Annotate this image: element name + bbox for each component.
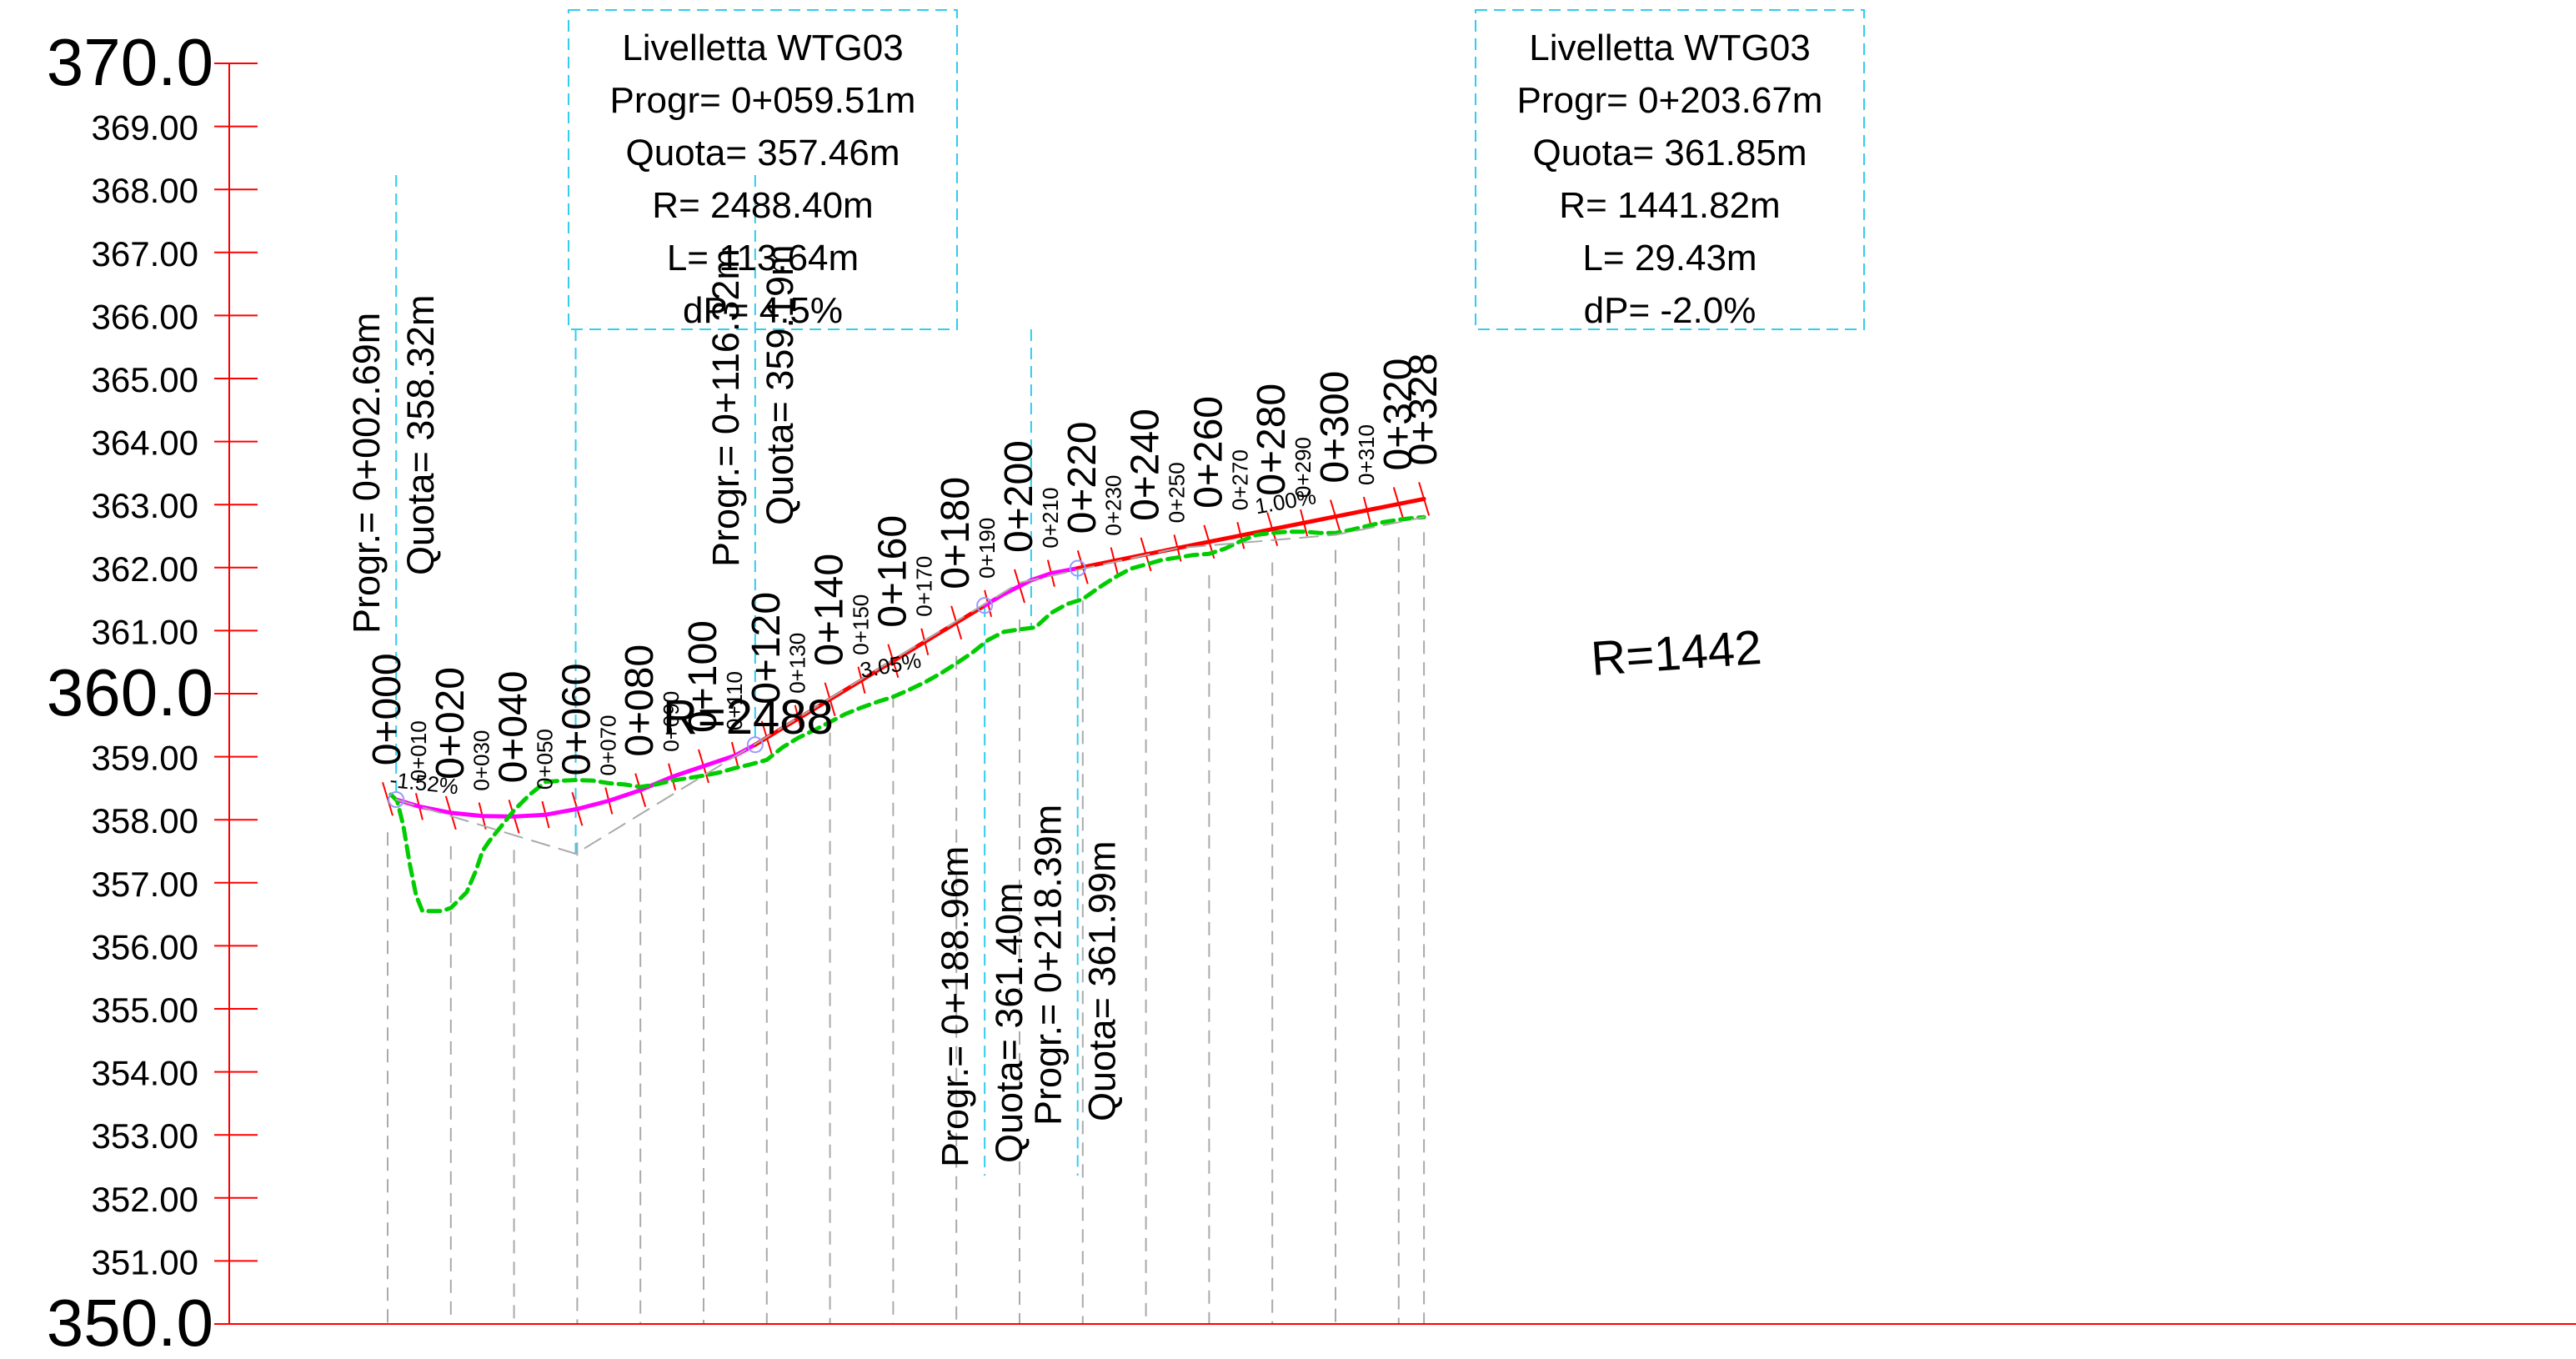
station-label-minor: 0+170 xyxy=(911,556,936,617)
y-tick-label-major: 370.0 xyxy=(47,25,213,99)
station-label-minor: 0+190 xyxy=(975,518,1000,579)
station-label-major: 0+140 xyxy=(808,554,852,666)
vc-progr-label: Progr.= 0+116.32m xyxy=(704,248,747,567)
y-tick-label: 362.00 xyxy=(92,549,198,589)
station-label-minor: 0+090 xyxy=(659,691,684,752)
y-tick-label: 368.00 xyxy=(92,171,198,210)
station-label-minor: 0+270 xyxy=(1227,449,1252,510)
y-tick-label-major: 350.0 xyxy=(47,1286,213,1359)
station-tick xyxy=(382,781,393,816)
vc-info-line: Livelletta WTG03 xyxy=(1529,28,1810,68)
station-label-minor: 0+250 xyxy=(1165,462,1190,523)
vc-point-marker xyxy=(976,597,994,614)
station-label-major: 0+280 xyxy=(1250,384,1294,496)
y-tick-label: 352.00 xyxy=(92,1180,198,1219)
vc-info-line: R= 2488.40m xyxy=(652,185,873,226)
vc-quota-label: Quota= 361.40m xyxy=(988,883,1030,1164)
vc-info-line: Quota= 357.46m xyxy=(625,133,900,173)
station-label-minor: 0+150 xyxy=(849,594,874,655)
vc-info-box xyxy=(568,9,958,330)
station-label-major: 0+100 xyxy=(681,620,725,733)
station-label-minor: 0+130 xyxy=(785,633,810,694)
y-tick-label: 353.00 xyxy=(92,1116,198,1156)
y-tick-label: 358.00 xyxy=(92,801,198,840)
y-tick-label-major: 360.0 xyxy=(47,655,213,730)
vc-progr-label: Progr.= 0+218.39m xyxy=(1027,805,1070,1126)
y-tick-label: 361.00 xyxy=(92,612,198,651)
station-label-minor: 0+210 xyxy=(1038,488,1063,549)
vc-info-box xyxy=(1475,9,1865,330)
vc-info-line: R= 1441.82m xyxy=(1559,185,1780,226)
station-label-major: 0+060 xyxy=(554,664,599,776)
y-tick-label: 355.00 xyxy=(92,990,198,1030)
y-tick-label: 356.00 xyxy=(92,927,198,966)
callout-guides xyxy=(395,175,1079,1176)
vertical-curve-callouts: Livelletta WTG03 Progr= 0+059.51m Quota= 3… xyxy=(345,9,1865,1167)
terrain-line xyxy=(388,514,1426,914)
vc-radius-label: R=2488 xyxy=(663,690,834,745)
station-label-major: 0+300 xyxy=(1313,371,1357,484)
vc-point-marker xyxy=(1069,559,1086,577)
station-label-minor: 0+070 xyxy=(595,715,620,775)
station-label-major: 0+200 xyxy=(997,440,1041,553)
y-tick-label: 359.00 xyxy=(92,739,198,778)
y-tick-label: 367.00 xyxy=(92,234,198,273)
vc-quota-label: Quota= 359.19m xyxy=(759,245,801,526)
vc-info-line: Progr= 0+203.67m xyxy=(1517,80,1823,121)
vc-point-marker xyxy=(746,736,764,754)
y-tick-label: 369.00 xyxy=(92,108,198,148)
station-label-minor: 0+030 xyxy=(469,730,494,791)
station-label-major: 0+180 xyxy=(934,477,978,589)
vc-info-line: Quota= 361.85m xyxy=(1532,133,1807,173)
vc-progr-label: Progr.= 0+188.96m xyxy=(934,846,976,1167)
station-label-minor: 0+230 xyxy=(1101,475,1126,536)
vc-point-marker xyxy=(388,791,405,809)
station-label-minor: 0+110 xyxy=(722,671,747,730)
y-tick-label: 365.00 xyxy=(92,360,198,399)
y-tick-label: 364.00 xyxy=(92,424,198,463)
tangent-line xyxy=(395,516,1426,855)
vertical-curve-line xyxy=(393,742,758,819)
station-labels: 0+0000+0100+0200+0300+0400+0500+0600+070… xyxy=(365,354,1446,791)
vc-quota-label: Quota= 358.32m xyxy=(399,295,442,576)
vc-info-line: L= 29.43m xyxy=(1582,238,1757,278)
station-label-major: 0+120 xyxy=(744,592,789,705)
station-label-major: 0+320 xyxy=(1376,359,1421,471)
station-label-major: 0+160 xyxy=(870,515,915,628)
vc-radius-label: R=1442 xyxy=(1589,620,1763,686)
y-tick-label: 351.00 xyxy=(92,1242,198,1281)
y-tick-label: 366.00 xyxy=(92,297,198,336)
profile-lines xyxy=(388,496,1426,914)
vc-info-line: Progr= 0+059.51m xyxy=(610,80,916,121)
station-label-minor: 0+290 xyxy=(1291,437,1316,498)
station-label-major: 0+240 xyxy=(1124,409,1168,521)
vc-progr-label: Progr.= 0+002.69m xyxy=(345,313,388,634)
station-label-minor: 0+310 xyxy=(1354,424,1379,485)
station-label-major: 0+328 xyxy=(1401,354,1446,466)
y-tick-label: 363.00 xyxy=(92,486,198,525)
y-tick-label: 357.00 xyxy=(92,865,198,904)
station-label-minor: 0+050 xyxy=(533,729,558,790)
station-label-minor: 0+010 xyxy=(406,720,431,781)
station-label-major: 0+220 xyxy=(1060,422,1105,534)
vc-info-line: dP= -2.0% xyxy=(1584,290,1757,331)
vc-info-line: Livelletta WTG03 xyxy=(622,28,903,68)
elevation-axis: 370.0 369.00 368.00 367.00 366.00 365.00 364.0… xyxy=(47,25,2576,1359)
vc-quota-label: Quota= 361.99m xyxy=(1081,841,1124,1122)
vc-info-line: L= 113.64m xyxy=(667,238,859,278)
station-label-major: 0+000 xyxy=(365,653,409,765)
y-tick-label: 354.00 xyxy=(92,1054,198,1093)
station-label-major: 0+260 xyxy=(1186,396,1230,509)
station-label-major: 0+040 xyxy=(492,671,536,784)
vc-info-line: dP= 4.5% xyxy=(683,290,843,331)
station-label-major: 0+080 xyxy=(618,644,662,757)
station-label-major: 0+020 xyxy=(428,667,473,780)
